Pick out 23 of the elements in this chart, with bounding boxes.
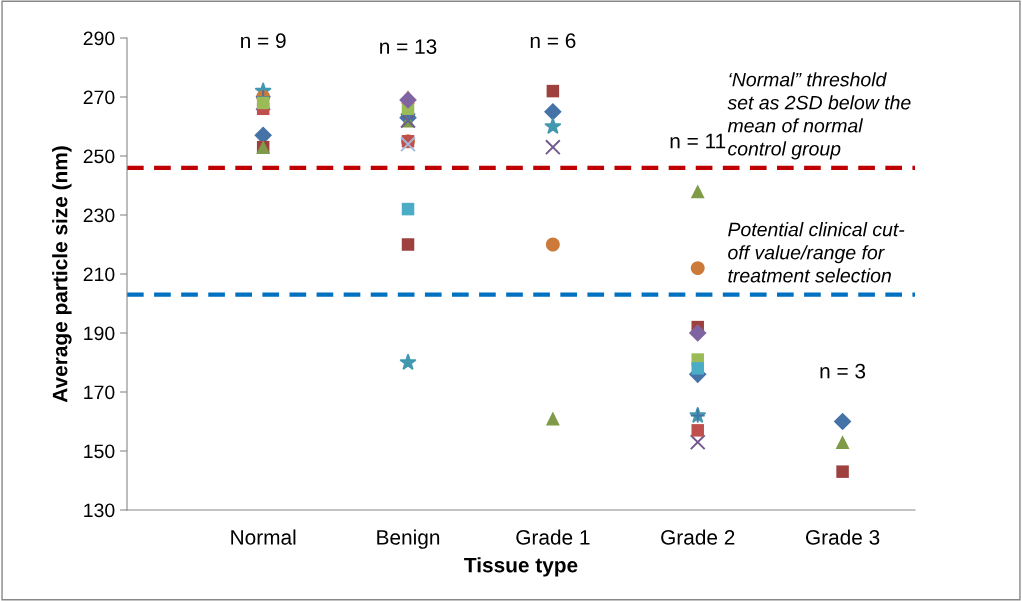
annotation: n = 11	[670, 133, 726, 149]
x-tick-label: Normal	[231, 529, 296, 545]
y-tick-label: 250	[83, 149, 115, 164]
annotation: n = 3	[820, 363, 866, 379]
annotation: n = 6	[530, 33, 576, 49]
x-tick-label: Benign	[377, 529, 440, 549]
y-tick-label: 170	[84, 385, 115, 400]
ref-line-label: ‘Normal” threshold set as 2SD below the mean of normal control group	[727, 72, 911, 160]
ref-line-label: Potential clinical cut- off value/range for treatment selection	[728, 222, 905, 283]
y-tick-label: 190	[84, 326, 115, 341]
x-tick-label: Grade 1	[516, 529, 590, 545]
y-tick-label: 130	[84, 503, 115, 518]
y-tick-label: 230	[83, 208, 115, 223]
y-tick-label: 210	[83, 267, 115, 282]
y-axis-title: Average particle size (nm)	[52, 146, 72, 403]
y-tick-label: 150	[84, 444, 115, 459]
x-tick-label: Grade 2	[661, 529, 735, 545]
x-axis-title: Tissue type	[464, 557, 578, 577]
y-tick-label: 290	[83, 31, 115, 46]
annotation: n = 13	[380, 39, 437, 54]
x-tick-label: Grade 3	[805, 529, 880, 545]
annotation: n = 9	[241, 33, 286, 49]
y-tick-label: 270	[83, 90, 115, 105]
